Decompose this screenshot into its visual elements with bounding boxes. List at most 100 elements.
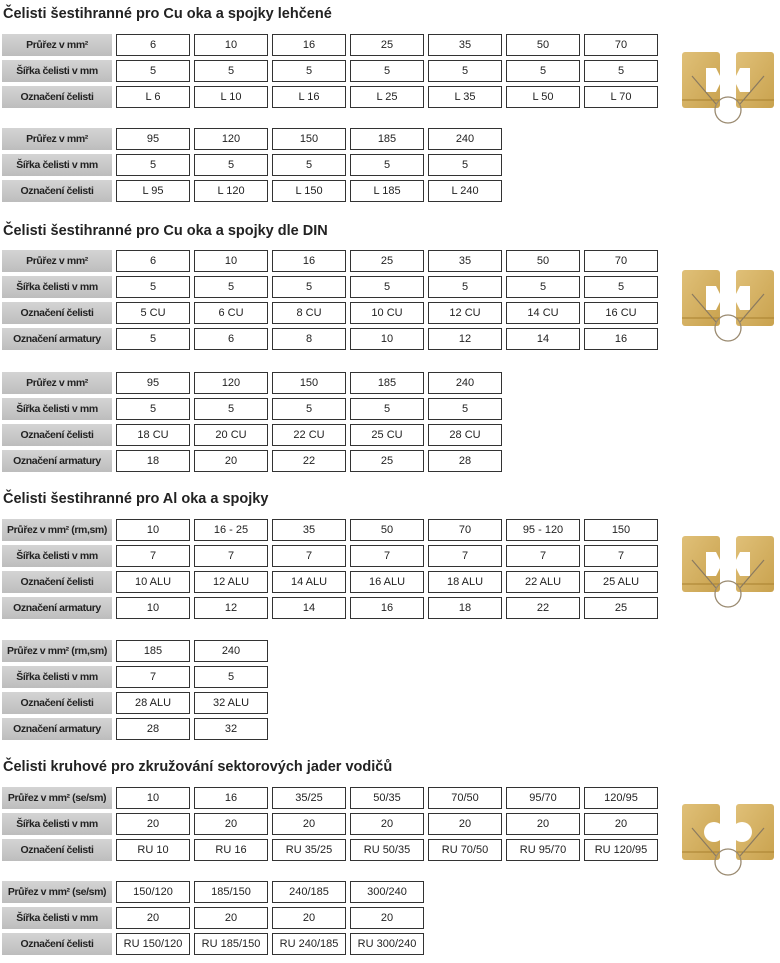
table-cell: 7 [584, 545, 658, 567]
table-cell: 12 CU [428, 302, 502, 324]
table-cell: 70/50 [428, 787, 502, 809]
table-cell: 5 [194, 666, 268, 688]
row-label: Označení čelisti [2, 692, 112, 714]
table-cell: 6 [194, 328, 268, 350]
table-cell: 20 [584, 813, 658, 835]
table-cell: 5 [272, 154, 346, 176]
table-cell: 50 [506, 34, 580, 56]
table-cell: 16 CU [584, 302, 658, 324]
table-cell: L 120 [194, 180, 268, 202]
table-cell: 7 [428, 545, 502, 567]
row-label: Průřez v mm² [2, 34, 112, 56]
table-cell: 7 [350, 545, 424, 567]
table-cell: 10 [350, 328, 424, 350]
table-cell: RU 300/240 [350, 933, 424, 955]
table-cell: 35/25 [272, 787, 346, 809]
table-cell: 28 [428, 450, 502, 472]
table-cell: 5 [194, 276, 268, 298]
hexagonal-crimp-die-image [676, 530, 780, 614]
table-cell: 18 CU [116, 424, 190, 446]
table-cell: 50/35 [350, 787, 424, 809]
table-cell: 150 [584, 519, 658, 541]
table-cell: 5 [428, 276, 502, 298]
row-label: Označení armatury [2, 328, 112, 350]
table-cell: 7 [116, 666, 190, 688]
table-cell: 5 [350, 398, 424, 420]
row-label: Šířka čelisti v mm [2, 666, 112, 688]
table-cell: L 185 [350, 180, 424, 202]
table-cell: RU 120/95 [584, 839, 658, 861]
table-cell: 7 [272, 545, 346, 567]
table-cell: 25 CU [350, 424, 424, 446]
table-cell: 8 [272, 328, 346, 350]
table-cell: 5 [506, 60, 580, 82]
table-cell: 240/185 [272, 881, 346, 903]
table-cell: 20 CU [194, 424, 268, 446]
row-label: Označení čelisti [2, 839, 112, 861]
table-cell: RU 16 [194, 839, 268, 861]
table-cell: 6 CU [194, 302, 268, 324]
table-cell: 14 [272, 597, 346, 619]
table-cell: 5 [116, 328, 190, 350]
row-label: Označení armatury [2, 450, 112, 472]
table-cell: RU 35/25 [272, 839, 346, 861]
table-cell: 22 CU [272, 424, 346, 446]
round-crimp-die-image [676, 798, 780, 882]
row-label: Šířka čelisti v mm [2, 813, 112, 835]
table-cell: 185/150 [194, 881, 268, 903]
table-cell: 22 [506, 597, 580, 619]
table-cell: 10 [194, 34, 268, 56]
table-cell: 7 [506, 545, 580, 567]
table-cell: 22 [272, 450, 346, 472]
table-cell: L 240 [428, 180, 502, 202]
table-cell: 28 ALU [116, 692, 190, 714]
table-cell: 35 [272, 519, 346, 541]
table-cell: 25 [350, 250, 424, 272]
table-cell: 95 - 120 [506, 519, 580, 541]
row-label: Šířka čelisti v mm [2, 545, 112, 567]
row-label: Označení čelisti [2, 180, 112, 202]
table-cell: 5 [584, 60, 658, 82]
table-cell: 185 [350, 128, 424, 150]
table-cell: 18 [428, 597, 502, 619]
table-cell: 5 [116, 60, 190, 82]
table-cell: 12 ALU [194, 571, 268, 593]
table-cell: 20 [194, 813, 268, 835]
table-cell: RU 185/150 [194, 933, 268, 955]
table-cell: 5 [116, 276, 190, 298]
table-cell: 20 [194, 907, 268, 929]
section-title: Čelisti šestihranné pro Al oka a spojky [3, 491, 269, 507]
section-title: Čelisti šestihranné pro Cu oka a spojky … [3, 6, 332, 22]
table-cell: 5 [350, 154, 424, 176]
row-label: Označení čelisti [2, 424, 112, 446]
row-label: Označení armatury [2, 597, 112, 619]
row-label: Označení armatury [2, 718, 112, 740]
table-cell: 12 [428, 328, 502, 350]
table-cell: 5 [350, 276, 424, 298]
table-cell: 300/240 [350, 881, 424, 903]
table-cell: 32 [194, 718, 268, 740]
table-cell: 20 [506, 813, 580, 835]
table-cell: 20 [272, 907, 346, 929]
table-cell: 240 [428, 372, 502, 394]
table-cell: 16 [584, 328, 658, 350]
table-cell: 20 [428, 813, 502, 835]
table-cell: 16 [272, 250, 346, 272]
table-cell: 7 [194, 545, 268, 567]
hexagonal-crimp-die-image [676, 264, 780, 348]
table-cell: L 95 [116, 180, 190, 202]
table-cell: RU 150/120 [116, 933, 190, 955]
table-cell: 20 [116, 813, 190, 835]
table-cell: 240 [428, 128, 502, 150]
row-label: Označení čelisti [2, 302, 112, 324]
table-cell: RU 240/185 [272, 933, 346, 955]
table-cell: L 10 [194, 86, 268, 108]
table-cell: 5 [428, 154, 502, 176]
table-cell: L 70 [584, 86, 658, 108]
table-cell: 50 [350, 519, 424, 541]
table-cell: 5 [194, 398, 268, 420]
table-cell: 50 [506, 250, 580, 272]
table-cell: 6 [116, 34, 190, 56]
table-cell: 5 CU [116, 302, 190, 324]
table-cell: 12 [194, 597, 268, 619]
